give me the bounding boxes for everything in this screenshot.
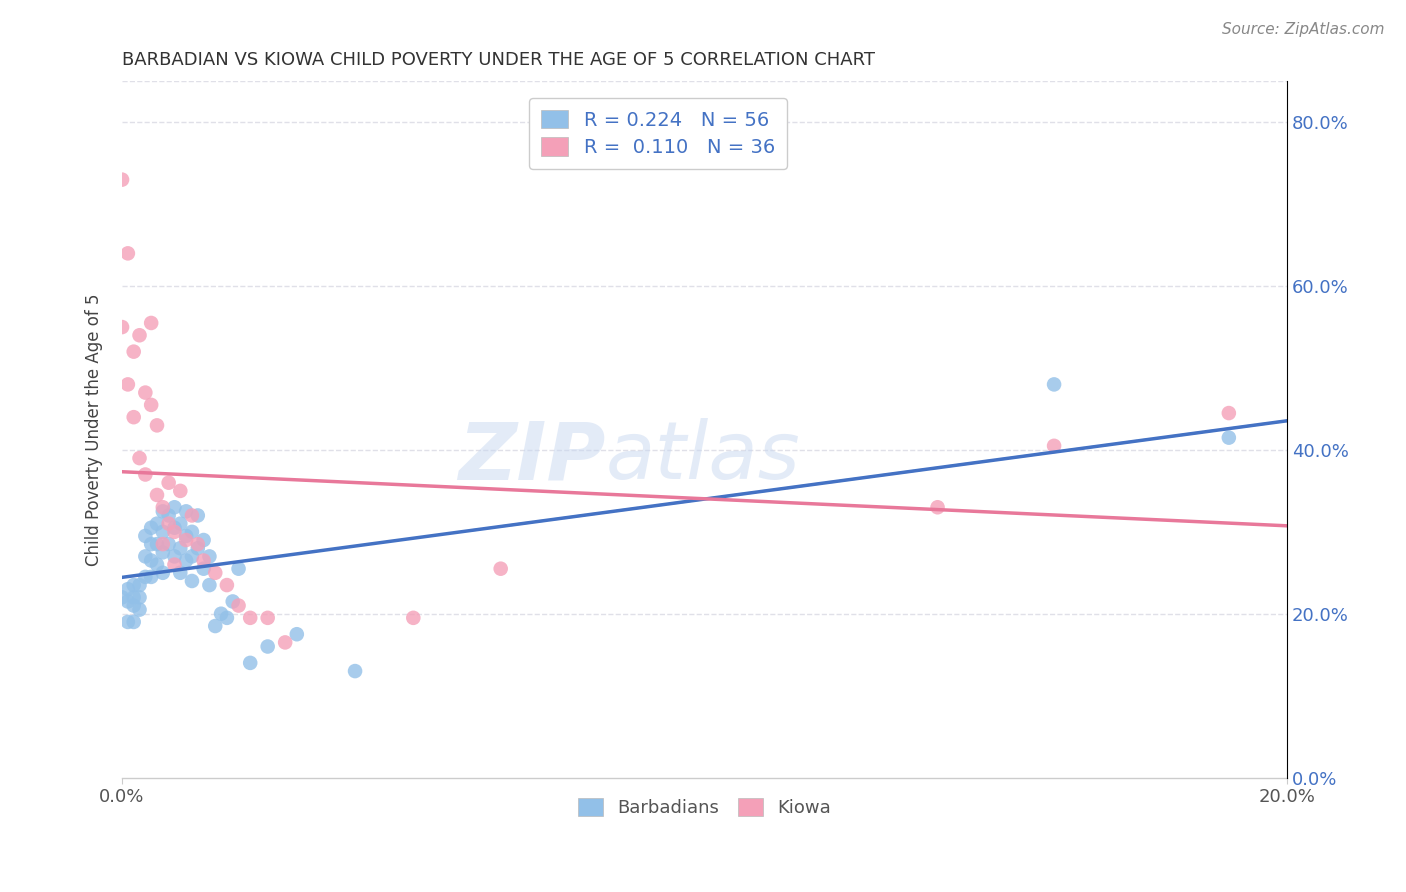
Point xyxy=(141,553,163,567)
Point xyxy=(128,591,150,605)
Point xyxy=(228,599,250,613)
Point xyxy=(117,582,139,597)
Point xyxy=(169,541,191,556)
Point xyxy=(157,508,180,523)
Point xyxy=(256,640,278,654)
Point xyxy=(274,635,297,649)
Point xyxy=(141,537,163,551)
Text: ZIP: ZIP xyxy=(458,418,606,496)
Point xyxy=(117,377,139,392)
Point xyxy=(122,344,145,359)
Point xyxy=(174,553,197,567)
Point xyxy=(193,562,215,576)
Point xyxy=(927,500,949,515)
Point xyxy=(146,418,169,433)
Point xyxy=(141,398,163,412)
Text: Source: ZipAtlas.com: Source: ZipAtlas.com xyxy=(1222,22,1385,37)
Point xyxy=(134,549,156,564)
Point xyxy=(134,570,156,584)
Point xyxy=(181,549,204,564)
Point xyxy=(1218,431,1240,445)
Point xyxy=(141,570,163,584)
Point xyxy=(209,607,232,621)
Point xyxy=(157,475,180,490)
Y-axis label: Child Poverty Under the Age of 5: Child Poverty Under the Age of 5 xyxy=(86,293,103,566)
Point xyxy=(146,558,169,572)
Point xyxy=(111,172,134,186)
Point xyxy=(198,549,221,564)
Point xyxy=(128,602,150,616)
Point xyxy=(134,385,156,400)
Point xyxy=(122,410,145,425)
Point xyxy=(239,656,262,670)
Point xyxy=(134,467,156,482)
Point xyxy=(128,451,150,466)
Point xyxy=(239,611,262,625)
Point xyxy=(157,516,180,531)
Point xyxy=(163,524,186,539)
Point xyxy=(204,566,226,580)
Point xyxy=(174,529,197,543)
Point xyxy=(128,328,150,343)
Point xyxy=(181,574,204,588)
Point xyxy=(187,537,209,551)
Point xyxy=(122,578,145,592)
Point xyxy=(256,611,278,625)
Point xyxy=(169,483,191,498)
Point xyxy=(141,316,163,330)
Point xyxy=(193,533,215,547)
Legend: Barbadians, Kiowa: Barbadians, Kiowa xyxy=(571,791,838,824)
Text: atlas: atlas xyxy=(606,418,800,496)
Point xyxy=(187,541,209,556)
Point xyxy=(1043,377,1066,392)
Point xyxy=(152,545,174,559)
Point xyxy=(1218,406,1240,420)
Point xyxy=(134,529,156,543)
Point xyxy=(402,611,425,625)
Point xyxy=(152,524,174,539)
Point xyxy=(117,246,139,260)
Point xyxy=(187,508,209,523)
Point xyxy=(152,566,174,580)
Point xyxy=(174,504,197,518)
Point xyxy=(146,516,169,531)
Point xyxy=(228,562,250,576)
Point xyxy=(181,524,204,539)
Point xyxy=(163,521,186,535)
Point xyxy=(146,537,169,551)
Point xyxy=(169,516,191,531)
Point xyxy=(157,537,180,551)
Point xyxy=(215,578,238,592)
Point xyxy=(128,578,150,592)
Point xyxy=(163,558,186,572)
Point xyxy=(169,566,191,580)
Point xyxy=(215,611,238,625)
Point xyxy=(489,562,512,576)
Point xyxy=(174,533,197,547)
Point xyxy=(111,591,134,605)
Point xyxy=(152,500,174,515)
Point xyxy=(111,320,134,334)
Point xyxy=(141,521,163,535)
Point xyxy=(193,553,215,567)
Point xyxy=(285,627,308,641)
Point xyxy=(344,664,367,678)
Point xyxy=(146,488,169,502)
Point xyxy=(122,591,145,605)
Point xyxy=(1043,439,1066,453)
Point xyxy=(122,615,145,629)
Text: BARBADIAN VS KIOWA CHILD POVERTY UNDER THE AGE OF 5 CORRELATION CHART: BARBADIAN VS KIOWA CHILD POVERTY UNDER T… xyxy=(122,51,875,69)
Point xyxy=(181,508,204,523)
Point xyxy=(117,615,139,629)
Point xyxy=(163,500,186,515)
Point xyxy=(163,549,186,564)
Point xyxy=(152,504,174,518)
Point xyxy=(152,537,174,551)
Point xyxy=(204,619,226,633)
Point xyxy=(122,599,145,613)
Point xyxy=(198,578,221,592)
Point xyxy=(117,594,139,608)
Point xyxy=(222,594,245,608)
